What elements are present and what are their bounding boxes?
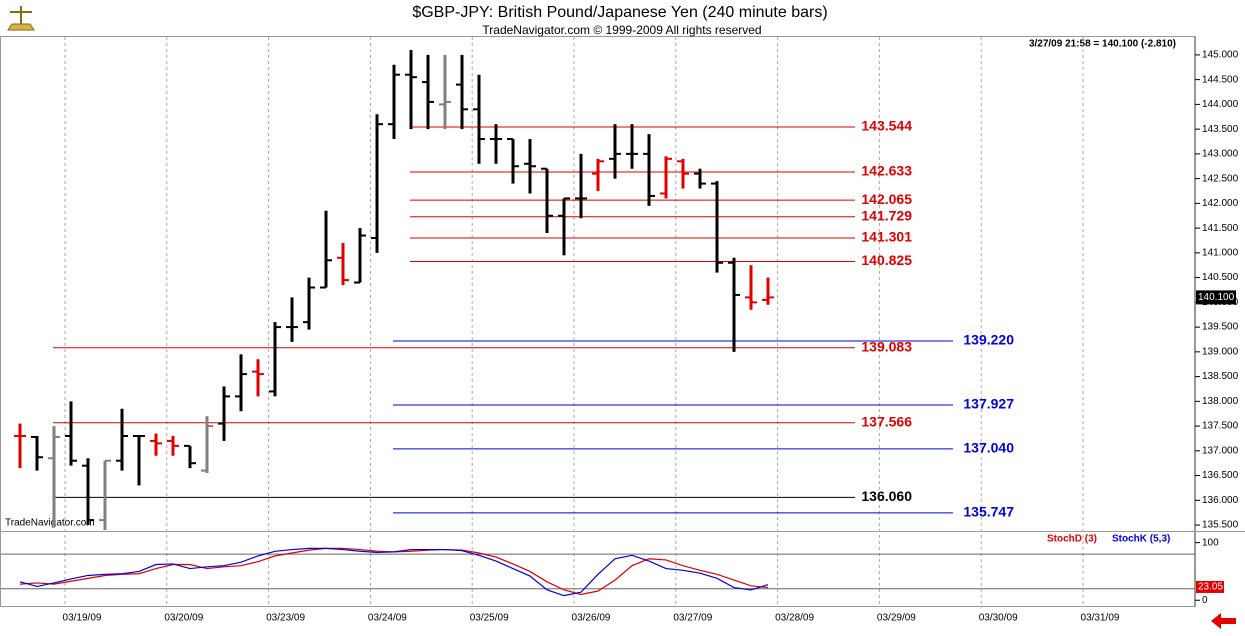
nav-arrow[interactable] (1211, 613, 1236, 629)
y-tick-label: 140.500 (1202, 272, 1239, 283)
level-label: 141.729 (861, 207, 912, 223)
x-tick-label: 03/20/09 (164, 613, 203, 624)
y-tick-label: 143.000 (1202, 149, 1239, 160)
level-label: 137.927 (963, 396, 1014, 412)
level-label: 137.566 (861, 414, 912, 430)
x-tick-label: 03/31/09 (1081, 613, 1120, 624)
x-tick-label: 03/30/09 (979, 613, 1018, 624)
x-tick-label: 03/19/09 (63, 613, 102, 624)
y-tick-label: 138.000 (1202, 396, 1239, 407)
y-tick-label: 142.000 (1202, 198, 1239, 209)
y-tick-label: 137.500 (1202, 421, 1239, 432)
plot-frame (0, 36, 1195, 607)
x-tick-label: 03/29/09 (877, 613, 916, 624)
level-label: 143.544 (861, 118, 912, 134)
y-tick-label: 139.500 (1202, 322, 1239, 333)
legend-label: StochK (5,3) (1112, 534, 1170, 545)
watermark: TradeNavigator.com (5, 518, 95, 529)
level-label: 139.083 (861, 338, 912, 354)
indicator-value-tag (1196, 580, 1224, 593)
y-tick-label: 143.500 (1202, 124, 1239, 135)
level-label: 142.633 (861, 163, 912, 179)
y-tick-label: 136.000 (1202, 495, 1239, 506)
x-tick-label: 03/27/09 (673, 613, 712, 624)
chart-title: $GBP-JPY: British Pound/Japanese Yen (24… (412, 4, 827, 21)
level-label: 135.747 (963, 504, 1014, 520)
x-tick-label: 03/23/09 (266, 613, 305, 624)
indicator-value-label: 23.05 (1198, 582, 1223, 593)
y-tick-label: 135.500 (1202, 520, 1239, 531)
y-tick-label: 100 (1202, 537, 1219, 548)
level-label: 142.065 (861, 191, 912, 207)
level-label: 141.301 (861, 229, 912, 245)
x-tick-label: 03/26/09 (572, 613, 611, 624)
level-label: 136.060 (861, 488, 912, 504)
y-tick-label: 137.000 (1202, 445, 1239, 456)
y-tick-label: 139.000 (1202, 346, 1239, 357)
level-label: 137.040 (963, 440, 1014, 456)
y-tick-label: 136.500 (1202, 470, 1239, 481)
chart-subtitle: TradeNavigator.com © 1999-2009 All right… (482, 23, 761, 37)
y-tick-label: 141.000 (1202, 247, 1239, 258)
x-tick-label: 03/25/09 (470, 613, 509, 624)
y-tick-label: 0 (1202, 595, 1208, 606)
info-text: 3/27/09 21:58 = 140.100 (-2.810) (1029, 39, 1176, 50)
last-price-label: 140.100 (1198, 292, 1235, 303)
y-tick-label: 144.500 (1202, 74, 1239, 85)
y-tick-label: 141.500 (1202, 223, 1239, 234)
last-price-tag (1196, 290, 1236, 305)
legend-label: StochD (3) (1047, 534, 1097, 545)
y-tick-label: 142.500 (1202, 173, 1239, 184)
y-tick-label: 138.500 (1202, 371, 1239, 382)
x-tick-label: 03/24/09 (368, 613, 407, 624)
y-tick-label: 144.000 (1202, 99, 1239, 110)
level-label: 139.220 (963, 332, 1014, 348)
level-label: 140.825 (861, 252, 912, 268)
y-tick-label: 145.000 (1202, 50, 1239, 61)
x-tick-label: 03/28/09 (775, 613, 814, 624)
logo-icon (7, 6, 35, 31)
indicator-line (19, 547, 769, 597)
